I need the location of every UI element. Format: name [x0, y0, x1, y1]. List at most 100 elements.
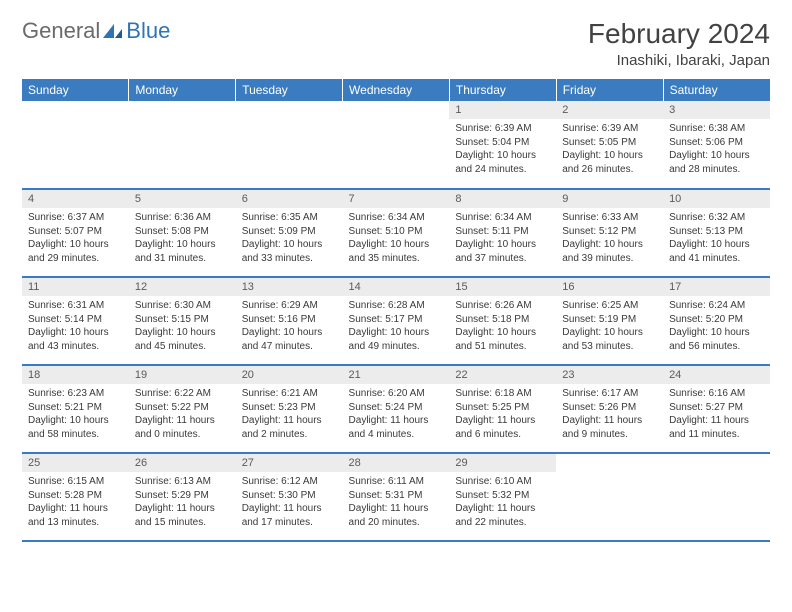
- location-text: Inashiki, Ibaraki, Japan: [588, 52, 770, 69]
- daylight-text: Daylight: 11 hours and 13 minutes.: [28, 502, 123, 529]
- day-sun-data: Sunrise: 6:39 AMSunset: 5:04 PMDaylight:…: [449, 119, 556, 179]
- sunset-text: Sunset: 5:05 PM: [562, 136, 657, 150]
- daylight-text: Daylight: 11 hours and 11 minutes.: [669, 414, 764, 441]
- calendar-day: 17Sunrise: 6:24 AMSunset: 5:20 PMDayligh…: [663, 277, 770, 365]
- sunset-text: Sunset: 5:23 PM: [242, 401, 337, 415]
- calendar-day: 29Sunrise: 6:10 AMSunset: 5:32 PMDayligh…: [449, 453, 556, 541]
- daylight-text: Daylight: 10 hours and 53 minutes.: [562, 326, 657, 353]
- daylight-text: Daylight: 10 hours and 28 minutes.: [669, 149, 764, 176]
- day-number: 1: [449, 101, 556, 119]
- sunset-text: Sunset: 5:08 PM: [135, 225, 230, 239]
- calendar-day: 25Sunrise: 6:15 AMSunset: 5:28 PMDayligh…: [22, 453, 129, 541]
- day-number: 18: [22, 366, 129, 384]
- daylight-text: Daylight: 10 hours and 24 minutes.: [455, 149, 550, 176]
- day-sun-data: Sunrise: 6:24 AMSunset: 5:20 PMDaylight:…: [663, 296, 770, 356]
- sunrise-text: Sunrise: 6:38 AM: [669, 122, 764, 136]
- sunrise-text: Sunrise: 6:23 AM: [28, 387, 123, 401]
- day-number: 28: [343, 454, 450, 472]
- logo: General Blue: [22, 18, 170, 44]
- day-number: 29: [449, 454, 556, 472]
- sunset-text: Sunset: 5:30 PM: [242, 489, 337, 503]
- calendar-day: 12Sunrise: 6:30 AMSunset: 5:15 PMDayligh…: [129, 277, 236, 365]
- day-number: 21: [343, 366, 450, 384]
- day-number: 17: [663, 278, 770, 296]
- day-sun-data: Sunrise: 6:20 AMSunset: 5:24 PMDaylight:…: [343, 384, 450, 444]
- sunrise-text: Sunrise: 6:22 AM: [135, 387, 230, 401]
- calendar-day: 18Sunrise: 6:23 AMSunset: 5:21 PMDayligh…: [22, 365, 129, 453]
- col-wednesday: Wednesday: [343, 79, 450, 101]
- sunset-text: Sunset: 5:22 PM: [135, 401, 230, 415]
- daylight-text: Daylight: 10 hours and 49 minutes.: [349, 326, 444, 353]
- daylight-text: Daylight: 10 hours and 39 minutes.: [562, 238, 657, 265]
- day-number: 5: [129, 190, 236, 208]
- calendar-week: 1Sunrise: 6:39 AMSunset: 5:04 PMDaylight…: [22, 101, 770, 189]
- day-number: 24: [663, 366, 770, 384]
- sunrise-text: Sunrise: 6:21 AM: [242, 387, 337, 401]
- calendar-day: 10Sunrise: 6:32 AMSunset: 5:13 PMDayligh…: [663, 189, 770, 277]
- daylight-text: Daylight: 10 hours and 51 minutes.: [455, 326, 550, 353]
- daylight-text: Daylight: 11 hours and 6 minutes.: [455, 414, 550, 441]
- sunrise-text: Sunrise: 6:20 AM: [349, 387, 444, 401]
- day-sun-data: Sunrise: 6:22 AMSunset: 5:22 PMDaylight:…: [129, 384, 236, 444]
- sunrise-text: Sunrise: 6:29 AM: [242, 299, 337, 313]
- sunset-text: Sunset: 5:26 PM: [562, 401, 657, 415]
- day-sun-data: Sunrise: 6:34 AMSunset: 5:10 PMDaylight:…: [343, 208, 450, 268]
- day-number: 27: [236, 454, 343, 472]
- calendar-day: 15Sunrise: 6:26 AMSunset: 5:18 PMDayligh…: [449, 277, 556, 365]
- day-sun-data: Sunrise: 6:21 AMSunset: 5:23 PMDaylight:…: [236, 384, 343, 444]
- day-sun-data: Sunrise: 6:28 AMSunset: 5:17 PMDaylight:…: [343, 296, 450, 356]
- day-number: 2: [556, 101, 663, 119]
- sunrise-text: Sunrise: 6:26 AM: [455, 299, 550, 313]
- calendar-day: 8Sunrise: 6:34 AMSunset: 5:11 PMDaylight…: [449, 189, 556, 277]
- sunset-text: Sunset: 5:25 PM: [455, 401, 550, 415]
- day-number: [22, 101, 129, 107]
- day-sun-data: Sunrise: 6:17 AMSunset: 5:26 PMDaylight:…: [556, 384, 663, 444]
- calendar-day: 28Sunrise: 6:11 AMSunset: 5:31 PMDayligh…: [343, 453, 450, 541]
- sunset-text: Sunset: 5:24 PM: [349, 401, 444, 415]
- header: General Blue February 2024 Inashiki, Iba…: [22, 18, 770, 69]
- calendar-day: 4Sunrise: 6:37 AMSunset: 5:07 PMDaylight…: [22, 189, 129, 277]
- day-sun-data: Sunrise: 6:15 AMSunset: 5:28 PMDaylight:…: [22, 472, 129, 532]
- sunset-text: Sunset: 5:11 PM: [455, 225, 550, 239]
- sunrise-text: Sunrise: 6:18 AM: [455, 387, 550, 401]
- day-sun-data: Sunrise: 6:33 AMSunset: 5:12 PMDaylight:…: [556, 208, 663, 268]
- calendar-day: 13Sunrise: 6:29 AMSunset: 5:16 PMDayligh…: [236, 277, 343, 365]
- calendar-day: 22Sunrise: 6:18 AMSunset: 5:25 PMDayligh…: [449, 365, 556, 453]
- sunrise-text: Sunrise: 6:39 AM: [455, 122, 550, 136]
- day-number: 19: [129, 366, 236, 384]
- sunrise-text: Sunrise: 6:25 AM: [562, 299, 657, 313]
- calendar-day: 19Sunrise: 6:22 AMSunset: 5:22 PMDayligh…: [129, 365, 236, 453]
- daylight-text: Daylight: 11 hours and 22 minutes.: [455, 502, 550, 529]
- title-block: February 2024 Inashiki, Ibaraki, Japan: [588, 18, 770, 69]
- sunset-text: Sunset: 5:16 PM: [242, 313, 337, 327]
- sunrise-text: Sunrise: 6:12 AM: [242, 475, 337, 489]
- sunset-text: Sunset: 5:09 PM: [242, 225, 337, 239]
- calendar-table: Sunday Monday Tuesday Wednesday Thursday…: [22, 79, 770, 542]
- day-sun-data: Sunrise: 6:32 AMSunset: 5:13 PMDaylight:…: [663, 208, 770, 268]
- sunrise-text: Sunrise: 6:10 AM: [455, 475, 550, 489]
- day-number: 9: [556, 190, 663, 208]
- day-number: 3: [663, 101, 770, 119]
- sunrise-text: Sunrise: 6:24 AM: [669, 299, 764, 313]
- day-sun-data: Sunrise: 6:23 AMSunset: 5:21 PMDaylight:…: [22, 384, 129, 444]
- sunrise-text: Sunrise: 6:32 AM: [669, 211, 764, 225]
- day-sun-data: Sunrise: 6:11 AMSunset: 5:31 PMDaylight:…: [343, 472, 450, 532]
- daylight-text: Daylight: 10 hours and 56 minutes.: [669, 326, 764, 353]
- sunrise-text: Sunrise: 6:39 AM: [562, 122, 657, 136]
- sunset-text: Sunset: 5:19 PM: [562, 313, 657, 327]
- day-number: 7: [343, 190, 450, 208]
- sunrise-text: Sunrise: 6:37 AM: [28, 211, 123, 225]
- sunset-text: Sunset: 5:15 PM: [135, 313, 230, 327]
- calendar-day: 27Sunrise: 6:12 AMSunset: 5:30 PMDayligh…: [236, 453, 343, 541]
- sunrise-text: Sunrise: 6:34 AM: [349, 211, 444, 225]
- day-sun-data: Sunrise: 6:12 AMSunset: 5:30 PMDaylight:…: [236, 472, 343, 532]
- day-number: 10: [663, 190, 770, 208]
- calendar-day: 7Sunrise: 6:34 AMSunset: 5:10 PMDaylight…: [343, 189, 450, 277]
- sunrise-text: Sunrise: 6:30 AM: [135, 299, 230, 313]
- day-sun-data: Sunrise: 6:16 AMSunset: 5:27 PMDaylight:…: [663, 384, 770, 444]
- sunset-text: Sunset: 5:14 PM: [28, 313, 123, 327]
- day-number: 16: [556, 278, 663, 296]
- daylight-text: Daylight: 10 hours and 47 minutes.: [242, 326, 337, 353]
- sunrise-text: Sunrise: 6:31 AM: [28, 299, 123, 313]
- calendar-day: 3Sunrise: 6:38 AMSunset: 5:06 PMDaylight…: [663, 101, 770, 189]
